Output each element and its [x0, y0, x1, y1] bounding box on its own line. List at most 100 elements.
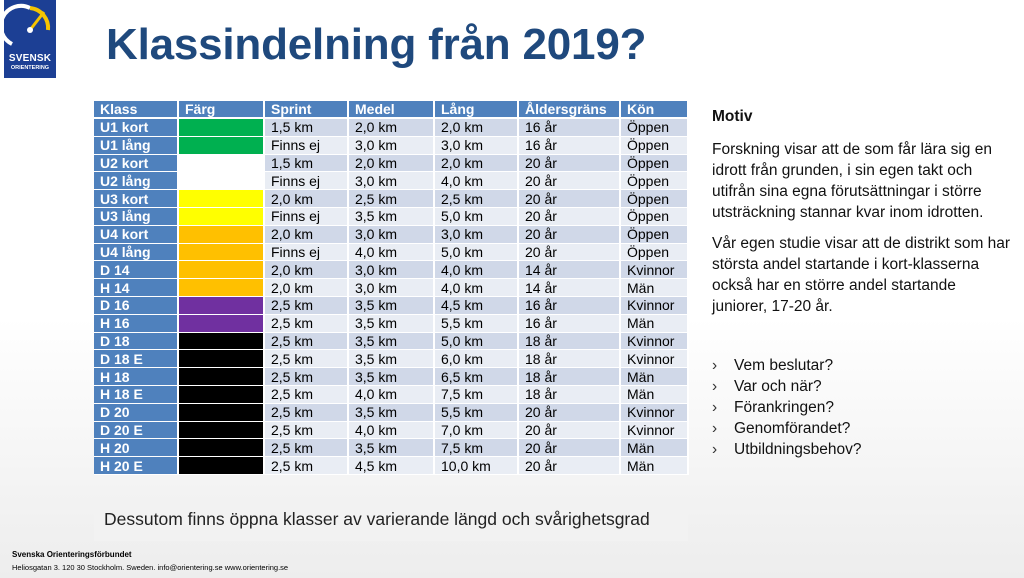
motive-panel: Motiv Forskning visar att de som får lär… — [712, 106, 1012, 460]
cell-medel: 3,0 km — [348, 225, 435, 244]
color-swatch — [178, 118, 265, 137]
cell-klass: D 20 — [94, 403, 179, 422]
cell-klass: U2 kort — [94, 154, 179, 173]
cell-medel: 4,0 km — [348, 421, 435, 440]
footnote-box — [94, 497, 688, 541]
list-item: › Vem beslutar? — [712, 355, 1012, 376]
table-row: D 18 E 2,5 km 3,5 km 6,0 km 18 år Kvinnor — [94, 349, 689, 369]
cell-lang: 7,0 km — [434, 421, 519, 440]
cell-kon: Öppen — [620, 225, 689, 244]
color-swatch — [178, 456, 265, 475]
cell-medel: 3,0 km — [348, 136, 435, 155]
color-swatch — [178, 225, 265, 244]
cell-kon: Öppen — [620, 189, 689, 208]
header-medel: Medel — [348, 101, 435, 119]
table-row: H 18 2,5 km 3,5 km 6,5 km 18 år Män — [94, 367, 689, 386]
table-row: H 20 E 2,5 km 4,5 km 10,0 km 20 år Män — [94, 456, 689, 475]
cell-aldersgrans: 20 år — [518, 225, 621, 244]
cell-kon: Män — [620, 367, 689, 386]
color-swatch — [178, 403, 265, 422]
cell-sprint: 2,0 km — [264, 225, 349, 244]
color-swatch — [178, 260, 265, 280]
cell-lang: 5,5 km — [434, 314, 519, 333]
color-swatch — [178, 332, 265, 351]
cell-sprint: 2,0 km — [264, 278, 349, 297]
cell-sprint: 2,0 km — [264, 189, 349, 208]
motive-heading: Motiv — [712, 108, 753, 125]
cell-aldersgrans: 18 år — [518, 367, 621, 386]
table-row: U2 lång Finns ej 3,0 km 4,0 km 20 år Öppen — [94, 171, 689, 191]
cell-kon: Män — [620, 278, 689, 297]
list-item: › Var och när? — [712, 376, 1012, 397]
cell-kon: Män — [620, 456, 689, 475]
list-item: › Förankringen? — [712, 397, 1012, 418]
footer-org: Svenska Orienteringsförbundet — [12, 550, 132, 559]
cell-lang: 4,0 km — [434, 171, 519, 191]
cell-kon: Öppen — [620, 171, 689, 191]
cell-medel: 2,0 km — [348, 118, 435, 137]
color-swatch — [178, 207, 265, 226]
cell-kon: Kvinnor — [620, 403, 689, 422]
table-row: H 18 E 2,5 km 4,0 km 7,5 km 18 år Män — [94, 385, 689, 404]
question-list: › Vem beslutar? › Var och när? › Förankringen… — [712, 355, 1012, 460]
cell-medel: 4,0 km — [348, 243, 435, 262]
bullet-chevron-icon: › — [712, 420, 718, 437]
header-kon: Kön — [620, 101, 689, 119]
cell-aldersgrans: 20 år — [518, 438, 621, 458]
cell-klass: H 14 — [94, 278, 179, 297]
table-row: D 20 2,5 km 3,5 km 5,5 km 20 år Kvinnor — [94, 403, 689, 422]
cell-lang: 2,0 km — [434, 118, 519, 137]
cell-kon: Kvinnor — [620, 421, 689, 440]
page-title: Klassindelning från 2019? — [106, 20, 647, 69]
color-swatch — [178, 438, 265, 458]
cell-klass: H 16 — [94, 314, 179, 333]
table-row: D 16 2,5 km 3,5 km 4,5 km 16 år Kvinnor — [94, 296, 689, 315]
cell-sprint: Finns ej — [264, 207, 349, 226]
cell-lang: 7,5 km — [434, 438, 519, 458]
color-swatch — [178, 367, 265, 386]
color-swatch — [178, 296, 265, 315]
table-row: D 20 E 2,5 km 4,0 km 7,0 km 20 år Kvinnor — [94, 421, 689, 440]
cell-kon: Män — [620, 385, 689, 404]
color-swatch — [178, 243, 265, 262]
cell-aldersgrans: 18 år — [518, 385, 621, 404]
cell-medel: 3,5 km — [348, 296, 435, 315]
cell-klass: H 18 — [94, 367, 179, 386]
list-item-label: Genomförandet? — [734, 420, 851, 437]
cell-klass: U4 lång — [94, 243, 179, 262]
cell-aldersgrans: 18 år — [518, 332, 621, 351]
color-swatch — [178, 171, 265, 191]
cell-lang: 2,0 km — [434, 154, 519, 173]
cell-lang: 7,5 km — [434, 385, 519, 404]
cell-lang: 10,0 km — [434, 456, 519, 475]
cell-lang: 2,5 km — [434, 189, 519, 208]
table-row: D 14 2,0 km 3,0 km 4,0 km 14 år Kvinnor — [94, 260, 689, 280]
table-row: U3 lång Finns ej 3,5 km 5,0 km 20 år Öppen — [94, 207, 689, 226]
table-row: U1 lång Finns ej 3,0 km 3,0 km 16 år Öppen — [94, 136, 689, 155]
list-item-label: Vem beslutar? — [734, 357, 834, 374]
list-item: › Genomförandet? — [712, 418, 1012, 439]
cell-lang: 4,5 km — [434, 296, 519, 315]
cell-klass: U4 kort — [94, 225, 179, 244]
cell-klass: D 20 E — [94, 421, 179, 440]
cell-klass: H 20 E — [94, 456, 179, 475]
bullet-chevron-icon: › — [712, 441, 718, 458]
header-aldersgrans: Åldersgräns — [518, 101, 621, 119]
cell-aldersgrans: 20 år — [518, 243, 621, 262]
cell-klass: H 20 — [94, 438, 179, 458]
cell-lang: 4,0 km — [434, 260, 519, 280]
table-header-row: Klass Färg Sprint Medel Lång Åldersgräns… — [94, 101, 689, 119]
bullet-chevron-icon: › — [712, 378, 718, 395]
list-item: › Utbildningsbehov? — [712, 439, 1012, 460]
table-row: U4 lång Finns ej 4,0 km 5,0 km 20 år Öppen — [94, 243, 689, 262]
cell-kon: Kvinnor — [620, 349, 689, 369]
cell-kon: Kvinnor — [620, 296, 689, 315]
motive-paragraph-1: Forskning visar att de som får lära sig … — [712, 141, 992, 221]
cell-klass: U3 lång — [94, 207, 179, 226]
cell-medel: 3,5 km — [348, 314, 435, 333]
cell-kon: Kvinnor — [620, 332, 689, 351]
cell-sprint: Finns ej — [264, 243, 349, 262]
cell-medel: 3,5 km — [348, 403, 435, 422]
cell-kon: Öppen — [620, 243, 689, 262]
cell-kon: Män — [620, 314, 689, 333]
